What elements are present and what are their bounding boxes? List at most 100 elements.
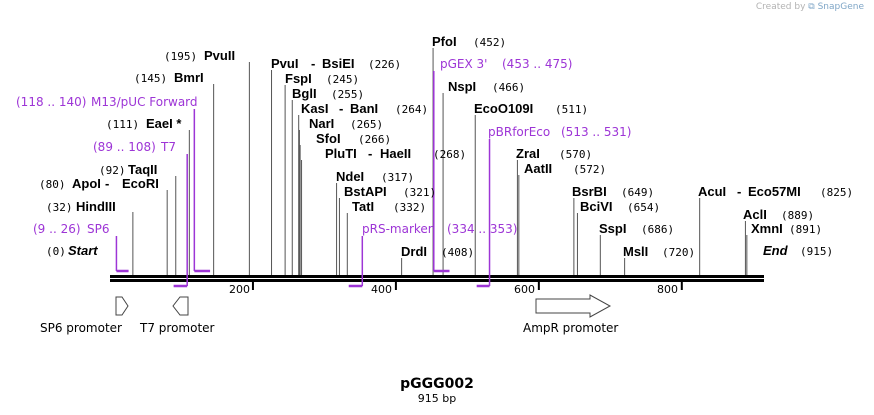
site-dash: - bbox=[339, 101, 344, 116]
site-pos: (570) bbox=[559, 148, 593, 161]
site-eaei: EaeI * bbox=[146, 116, 182, 131]
site-pos: (195) bbox=[164, 50, 198, 63]
primer-range: (453 .. 475) bbox=[502, 57, 573, 71]
primer-prs-marker: pRS-marker bbox=[362, 222, 433, 236]
site-dash: - bbox=[311, 56, 316, 71]
site-dash: - bbox=[105, 176, 110, 191]
site-pos: (889) bbox=[781, 209, 815, 222]
site-haeii: HaeII bbox=[380, 146, 412, 161]
ampr-promoter-arrow bbox=[535, 294, 612, 318]
site-bcivi: BciVI bbox=[580, 199, 613, 214]
site-pvui: PvuI bbox=[271, 56, 299, 71]
feature-sp6-promoter: SP6 promoter bbox=[40, 321, 122, 335]
site-bsrbi: BsrBI bbox=[572, 184, 607, 199]
site-pos: (264) bbox=[395, 103, 429, 116]
site-dash: - bbox=[737, 184, 742, 199]
site-pos: (511) bbox=[555, 103, 589, 116]
site-bstapi: BstAPI bbox=[344, 184, 387, 199]
site-taqii: TaqII bbox=[128, 162, 158, 177]
sp6-promoter-arrow bbox=[115, 296, 129, 316]
primer-t7: T7 bbox=[161, 140, 176, 154]
primer-pgex-3: pGEX 3' bbox=[440, 57, 488, 71]
site-pos: (226) bbox=[368, 58, 402, 71]
end-pos: (915) bbox=[800, 245, 834, 258]
site-pos: (572) bbox=[573, 163, 607, 176]
site-apoi: ApoI bbox=[72, 176, 101, 191]
site-bani: BanI bbox=[350, 101, 379, 116]
site-acli: AclI bbox=[743, 207, 767, 222]
tick-800: 800 bbox=[657, 283, 678, 296]
site-bsiei: BsiEI bbox=[322, 56, 355, 71]
site-zrai: ZraI bbox=[516, 146, 540, 161]
site-pos: (332) bbox=[393, 201, 427, 214]
site-pos: (32) bbox=[46, 201, 73, 214]
credit: Created by ⧉ SnapGene bbox=[756, 2, 864, 12]
start-label: Start bbox=[68, 243, 98, 258]
site-pos: (80) bbox=[39, 178, 66, 191]
tick-600: 600 bbox=[514, 283, 535, 296]
site-bgli: BglI bbox=[292, 86, 317, 101]
site-pos: (452) bbox=[473, 36, 507, 49]
feature-t7-promoter: T7 promoter bbox=[140, 321, 215, 335]
site-pos: (145) bbox=[134, 72, 168, 85]
backbone-bottom-strand bbox=[110, 279, 764, 282]
site-ecoo109i: EcoO109I bbox=[474, 101, 534, 116]
snapgene-logo-icon: ⧉ bbox=[808, 2, 815, 12]
site-aatii: AatII bbox=[524, 161, 553, 176]
primer-range: (9 .. 26) bbox=[33, 222, 81, 236]
site-ecori: EcoRI bbox=[122, 176, 159, 191]
site-sspi: SspI bbox=[599, 221, 627, 236]
site-eco57mi: Eco57MI bbox=[748, 184, 801, 199]
feature-ampr-promoter: AmpR promoter bbox=[523, 321, 619, 335]
primer-m13-puc-forward: M13/pUC Forward bbox=[91, 95, 198, 109]
site-pos: (466) bbox=[492, 81, 526, 94]
plasmid-name: pGGG002 bbox=[400, 376, 474, 392]
site-hindiii: HindIII bbox=[76, 199, 116, 214]
site-pos: (317) bbox=[381, 171, 415, 184]
site-pluti: PluTI bbox=[325, 146, 357, 161]
site-pos: (255) bbox=[331, 88, 365, 101]
primer-range: (89 .. 108) bbox=[93, 140, 156, 154]
site-pos: (891) bbox=[789, 223, 823, 236]
t7-promoter-arrow bbox=[172, 296, 189, 316]
site-nspi: NspI bbox=[448, 79, 477, 94]
credit-brand: SnapGene bbox=[817, 2, 864, 12]
site-pos: (654) bbox=[627, 201, 661, 214]
end-label: End bbox=[763, 243, 788, 258]
tick-400: 400 bbox=[371, 283, 392, 296]
start-pos: (0) bbox=[46, 245, 66, 258]
primer-range: (513 .. 531) bbox=[561, 125, 632, 139]
site-drdi: DrdI bbox=[401, 244, 427, 259]
site-pos: (92) bbox=[99, 164, 126, 177]
site-pos: (686) bbox=[641, 223, 675, 236]
primer-range: (334 .. 353) bbox=[447, 222, 518, 236]
site-pvuii: PvuII bbox=[204, 48, 236, 63]
site-kasi: KasI bbox=[301, 101, 329, 116]
primer-range: (118 .. 140) bbox=[16, 95, 87, 109]
plasmid-size: 915 bp bbox=[417, 392, 457, 405]
site-xmni: XmnI bbox=[751, 221, 783, 236]
site-sfoi: SfoI bbox=[316, 131, 341, 146]
site-msli: MslI bbox=[623, 244, 649, 259]
backbone-top-strand bbox=[110, 275, 764, 278]
site-nari: NarI bbox=[309, 116, 335, 131]
site-pos: (321) bbox=[403, 186, 437, 199]
site-pos: (265) bbox=[350, 118, 384, 131]
site-ndei: NdeI bbox=[336, 169, 365, 184]
site-bmri: BmrI bbox=[174, 70, 204, 85]
site-tati: TatI bbox=[352, 199, 375, 214]
tick-200: 200 bbox=[229, 283, 250, 296]
primer-sp6: SP6 bbox=[87, 222, 110, 236]
site-pos: (268) bbox=[433, 148, 467, 161]
site-dash: - bbox=[368, 146, 373, 161]
site-acui: AcuI bbox=[698, 184, 727, 199]
site-pos: (245) bbox=[326, 73, 360, 86]
site-pos: (825) bbox=[820, 186, 854, 199]
credit-prefix: Created by bbox=[755, 2, 806, 12]
site-pos: (408) bbox=[441, 246, 475, 259]
site-pfoi: PfoI bbox=[432, 34, 457, 49]
site-pos: (266) bbox=[358, 133, 392, 146]
site-pos: (649) bbox=[621, 186, 655, 199]
site-pos: (111) bbox=[106, 118, 140, 131]
